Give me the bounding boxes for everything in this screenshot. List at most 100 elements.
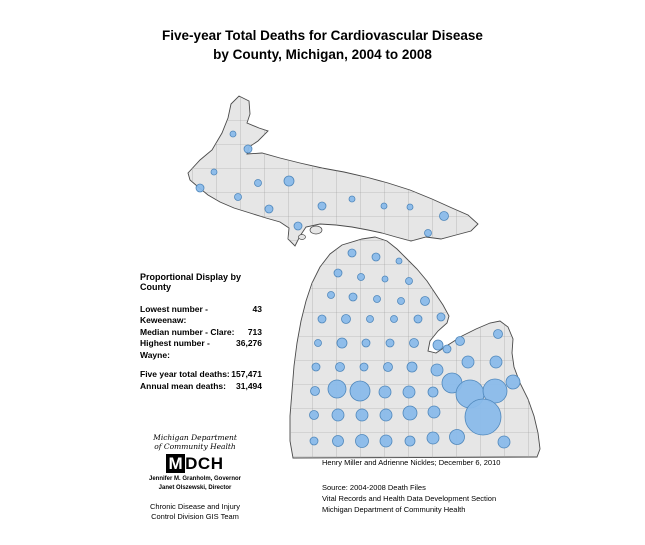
legend-total-five-year: Five year total deaths: 157,471 [140, 369, 262, 380]
county-death-circle [264, 204, 274, 214]
county-death-circle [436, 312, 446, 322]
team-line-2: Control Division GIS Team [151, 512, 239, 522]
county-death-circle [406, 203, 414, 211]
small-island [298, 234, 306, 240]
county-death-circle [293, 221, 303, 231]
county-death-circle [357, 273, 365, 281]
agency-script-name: Michigan Department of Community Health [140, 433, 250, 452]
legend-stat-median-label: Median number - Clare: [140, 326, 235, 337]
county-death-circle [406, 361, 418, 373]
county-death-circle [310, 386, 320, 396]
legend-annual-mean: Annual mean deaths: 31,494 [140, 381, 262, 392]
legend-annual-mean-label: Annual mean deaths: [140, 380, 226, 391]
county-death-circle [254, 179, 262, 187]
legend-stat-highest: Highest number - Wayne: 36,276 [140, 338, 262, 361]
county-death-circle [482, 378, 508, 404]
county-death-circle [243, 144, 253, 154]
county-death-circle [327, 379, 347, 399]
county-death-circle [314, 339, 322, 347]
county-death-circle [348, 292, 358, 302]
legend: Proportional Display by County Lowest nu… [140, 272, 262, 392]
county-death-circle [455, 336, 465, 346]
county-death-circle [432, 339, 444, 351]
county-death-circle [395, 257, 403, 265]
upper-peninsula-county-grid [188, 96, 478, 246]
source-line-1: Source: 2004-2008 Death Files [322, 483, 426, 492]
county-death-circle [332, 435, 344, 447]
title-line-2: by County, Michigan, 2004 to 2008 [213, 46, 432, 62]
legend-total-five-year-value: 157,471 [231, 369, 262, 380]
county-death-circle [359, 362, 369, 372]
agency-script-line-1: Michigan Department [153, 433, 237, 442]
county-death-circle [349, 380, 371, 402]
county-death-circle [283, 175, 295, 187]
county-death-circle [333, 268, 343, 278]
county-death-circle [397, 297, 405, 305]
county-death-circle [449, 429, 465, 445]
county-death-circle [341, 314, 351, 324]
county-death-circle [327, 291, 335, 299]
county-death-circle [331, 408, 345, 422]
county-death-circle [390, 315, 398, 323]
county-death-circle [424, 229, 432, 237]
director-line: Janet Olszewski, Director [158, 484, 232, 491]
legend-stat-lowest-value: 43 [252, 304, 262, 314]
county-death-circle [464, 398, 502, 436]
county-death-circle [427, 405, 441, 419]
source-line-3: Michigan Department of Community Health [322, 504, 466, 514]
county-death-circle [505, 374, 521, 390]
county-death-circle [426, 431, 440, 445]
county-death-circle [378, 385, 392, 399]
legend-stat-median-value: 713 [247, 326, 262, 337]
county-death-circle [420, 296, 430, 306]
county-death-circle [381, 275, 389, 283]
county-death-circle [439, 211, 449, 221]
county-death-circle [348, 195, 356, 203]
county-death-circle [385, 338, 395, 348]
county-death-circle [402, 385, 416, 399]
county-death-circle [309, 410, 319, 420]
team-block: Chronic Disease and Injury Control Divis… [140, 502, 250, 522]
county-death-circle [309, 436, 319, 446]
credits-line: Henry Miller and Adrienne Nickles; Decem… [322, 458, 501, 467]
legend-annual-mean-value: 31,494 [236, 380, 262, 391]
governor-line: Jennifer M. Granholm, Governor [148, 476, 241, 483]
county-death-circle [383, 362, 393, 372]
beaver-island [309, 225, 323, 235]
county-death-circle [427, 386, 439, 398]
officials-block: Jennifer M. Granholm, Governor Janet Ols… [140, 475, 250, 492]
legend-stat-highest-value: 36,276 [236, 338, 262, 349]
title-line-1: Five-year Total Deaths for Cardiovascula… [162, 28, 483, 43]
mdch-logo: M DCH [140, 453, 250, 474]
county-death-circle [317, 201, 327, 211]
legend-total-five-year-label: Five year total deaths: [140, 369, 230, 380]
page-title: Five-year Total Deaths for Cardiovascula… [0, 27, 645, 65]
county-death-circle [234, 193, 242, 201]
legend-stat-median: Median number - Clare: 713 [140, 327, 262, 338]
county-death-circle [361, 338, 371, 348]
county-death-circle [335, 362, 345, 372]
county-circles [195, 130, 521, 449]
source-block: Source: 2004-2008 Death Files Vital Reco… [322, 483, 562, 516]
county-death-circle [355, 434, 369, 448]
county-death-circle [402, 405, 418, 421]
county-death-circle [405, 277, 413, 285]
county-death-circle [497, 435, 511, 449]
legend-stat-lowest: Lowest number - Keweenaw: 43 [140, 304, 262, 327]
county-death-circle [373, 295, 381, 303]
county-death-circle [195, 183, 205, 193]
county-death-circle [355, 408, 369, 422]
county-death-circle [489, 355, 503, 369]
county-death-circle [404, 435, 416, 447]
county-death-circle [409, 338, 419, 348]
legend-heading: Proportional Display by County [140, 272, 242, 292]
county-death-circle [442, 344, 452, 354]
county-death-circle [430, 363, 444, 377]
legend-gap [140, 361, 262, 369]
county-death-circle [229, 130, 237, 138]
agency-script-line-2: of Community Health [154, 442, 236, 452]
county-death-circle [317, 314, 327, 324]
county-death-circle [413, 314, 423, 324]
source-line-2: Vital Records and Health Data Developmen… [322, 493, 497, 503]
